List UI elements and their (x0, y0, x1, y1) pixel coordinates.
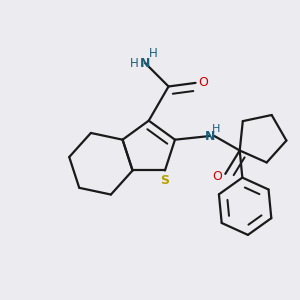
Text: H: H (130, 57, 139, 70)
Text: N: N (205, 130, 215, 142)
Text: H: H (212, 124, 220, 134)
Text: S: S (160, 174, 169, 187)
Text: N: N (140, 57, 150, 70)
Text: O: O (212, 170, 222, 183)
Text: H: H (149, 46, 158, 59)
Text: O: O (199, 76, 208, 89)
